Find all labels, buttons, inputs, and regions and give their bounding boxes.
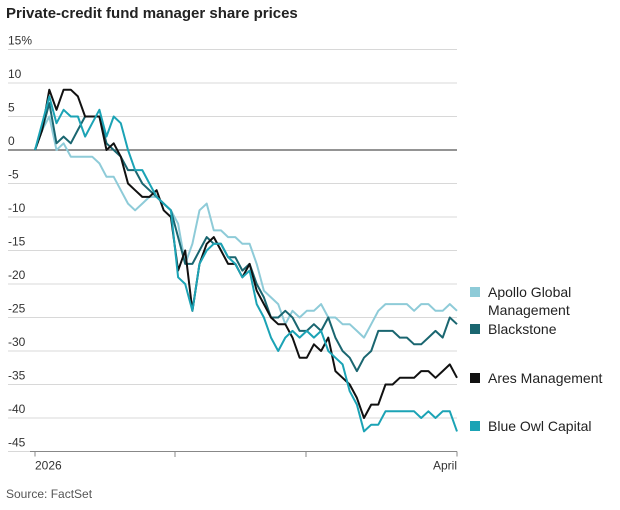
legend-swatch	[470, 373, 480, 383]
y-tick-label: 0	[8, 134, 15, 148]
y-tick-label: -20	[8, 268, 26, 282]
legend-item: Blackstone	[470, 320, 615, 338]
legend-item: Ares Management	[470, 369, 615, 387]
y-tick-label: 15%	[8, 34, 32, 48]
legend-label: Blue Owl Capital	[488, 418, 592, 434]
y-tick-label: -45	[8, 436, 26, 450]
y-tick-label: 5	[8, 101, 15, 115]
y-tick-label: 10	[8, 67, 22, 81]
chart-title: Private-credit fund manager share prices	[6, 5, 298, 22]
legend-swatch	[470, 421, 480, 431]
legend-label: Apollo Global Management	[488, 284, 572, 318]
series-line	[34, 102, 458, 373]
legend-item: Apollo Global Management	[470, 283, 615, 319]
y-tick-label: -5	[8, 168, 19, 182]
legend-swatch	[470, 287, 480, 297]
y-tick-label: -10	[8, 201, 26, 215]
x-tick-label: 2026	[35, 459, 62, 473]
series-line	[34, 115, 458, 339]
legend-item: Blue Owl Capital	[470, 417, 615, 435]
legend-label: Ares Management	[488, 370, 603, 386]
y-tick-label: -25	[8, 302, 26, 316]
y-tick-label: -15	[8, 235, 26, 249]
series-line	[34, 88, 458, 419]
y-tick-label: -40	[8, 402, 26, 416]
series-line	[34, 95, 458, 433]
legend-swatch	[470, 324, 480, 334]
y-tick-label: -35	[8, 369, 26, 383]
y-tick-label: -30	[8, 335, 26, 349]
source: Source: FactSet	[6, 487, 93, 501]
x-tick-label: April	[433, 459, 457, 473]
legend-label: Blackstone	[488, 321, 557, 337]
